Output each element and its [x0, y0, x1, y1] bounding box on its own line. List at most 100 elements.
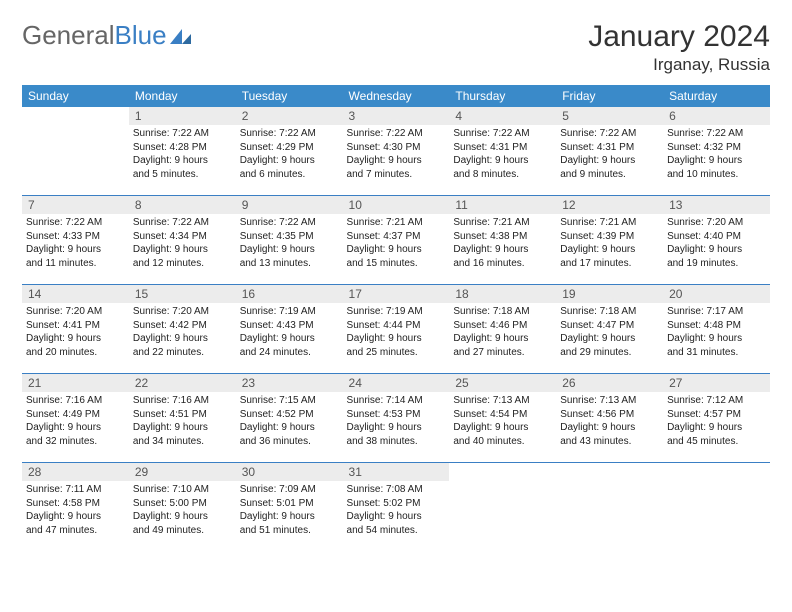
day-line: Sunrise: 7:21 AM: [347, 216, 446, 230]
day-number: 27: [663, 374, 770, 392]
day-content: Sunrise: 7:22 AMSunset: 4:29 PMDaylight:…: [236, 125, 343, 185]
day-line: Daylight: 9 hours: [560, 154, 659, 168]
day-line: Sunset: 4:37 PM: [347, 230, 446, 244]
day-line: Sunset: 4:57 PM: [667, 408, 766, 422]
day-line: Sunset: 4:46 PM: [453, 319, 552, 333]
day-line: Sunrise: 7:22 AM: [133, 216, 232, 230]
day-line: Daylight: 9 hours: [667, 243, 766, 257]
day-number: 9: [236, 196, 343, 214]
day-line: Sunrise: 7:22 AM: [453, 127, 552, 141]
day-line: Daylight: 9 hours: [453, 243, 552, 257]
day-line: and 34 minutes.: [133, 435, 232, 449]
day-content: Sunrise: 7:22 AMSunset: 4:35 PMDaylight:…: [236, 214, 343, 274]
day-line: Sunrise: 7:17 AM: [667, 305, 766, 319]
day-number: 23: [236, 374, 343, 392]
day-line: Sunset: 4:56 PM: [560, 408, 659, 422]
day-line: and 17 minutes.: [560, 257, 659, 271]
day-line: Sunset: 5:01 PM: [240, 497, 339, 511]
day-line: Sunset: 4:33 PM: [26, 230, 125, 244]
day-content: Sunrise: 7:18 AMSunset: 4:46 PMDaylight:…: [449, 303, 556, 363]
day-line: Sunrise: 7:21 AM: [453, 216, 552, 230]
day-content: Sunrise: 7:16 AMSunset: 4:49 PMDaylight:…: [22, 392, 129, 452]
day-line: Sunrise: 7:13 AM: [560, 394, 659, 408]
title-block: January 2024 Irganay, Russia: [588, 20, 770, 75]
day-line: Sunset: 4:30 PM: [347, 141, 446, 155]
calendar-week: 1Sunrise: 7:22 AMSunset: 4:28 PMDaylight…: [22, 107, 770, 196]
calendar-cell: 19Sunrise: 7:18 AMSunset: 4:47 PMDayligh…: [556, 285, 663, 374]
header: GeneralBlue January 2024 Irganay, Russia: [22, 20, 770, 75]
day-content: Sunrise: 7:19 AMSunset: 4:44 PMDaylight:…: [343, 303, 450, 363]
day-line: Sunrise: 7:09 AM: [240, 483, 339, 497]
day-line: Daylight: 9 hours: [347, 421, 446, 435]
day-line: Daylight: 9 hours: [560, 421, 659, 435]
day-line: and 8 minutes.: [453, 168, 552, 182]
day-line: Sunset: 4:29 PM: [240, 141, 339, 155]
day-line: and 20 minutes.: [26, 346, 125, 360]
calendar-cell: 12Sunrise: 7:21 AMSunset: 4:39 PMDayligh…: [556, 196, 663, 285]
day-number: [449, 463, 556, 481]
day-line: Daylight: 9 hours: [240, 154, 339, 168]
day-number: 6: [663, 107, 770, 125]
calendar-cell: 14Sunrise: 7:20 AMSunset: 4:41 PMDayligh…: [22, 285, 129, 374]
calendar-cell: 1Sunrise: 7:22 AMSunset: 4:28 PMDaylight…: [129, 107, 236, 196]
dow-header: Tuesday: [236, 85, 343, 107]
day-content: Sunrise: 7:13 AMSunset: 4:56 PMDaylight:…: [556, 392, 663, 452]
day-line: and 16 minutes.: [453, 257, 552, 271]
calendar-cell: 27 Sunrise: 7:12 AMSunset: 4:57 PMDayligh…: [663, 374, 770, 463]
day-line: Sunrise: 7:12 AM: [667, 394, 766, 408]
day-line: Daylight: 9 hours: [26, 421, 125, 435]
day-content: Sunrise: 7:16 AMSunset: 4:51 PMDaylight:…: [129, 392, 236, 452]
day-line: and 51 minutes.: [240, 524, 339, 538]
day-line: Daylight: 9 hours: [667, 421, 766, 435]
day-content: Sunrise: 7:13 AMSunset: 4:54 PMDaylight:…: [449, 392, 556, 452]
day-number: 31: [343, 463, 450, 481]
day-content: Sunrise: 7:22 AMSunset: 4:31 PMDaylight:…: [556, 125, 663, 185]
day-line: Sunrise: 7:19 AM: [240, 305, 339, 319]
day-number: [22, 107, 129, 125]
brand-mark-icon: [169, 26, 195, 46]
day-line: Daylight: 9 hours: [347, 243, 446, 257]
day-line: and 38 minutes.: [347, 435, 446, 449]
day-line: and 27 minutes.: [453, 346, 552, 360]
calendar-cell: 21Sunrise: 7:16 AMSunset: 4:49 PMDayligh…: [22, 374, 129, 463]
day-line: Sunset: 4:47 PM: [560, 319, 659, 333]
day-line: and 22 minutes.: [133, 346, 232, 360]
calendar-week: 21Sunrise: 7:16 AMSunset: 4:49 PMDayligh…: [22, 374, 770, 463]
day-content: Sunrise: 7:22 AMSunset: 4:32 PMDaylight:…: [663, 125, 770, 185]
day-line: Daylight: 9 hours: [347, 332, 446, 346]
day-line: Sunset: 4:44 PM: [347, 319, 446, 333]
calendar-week: 7Sunrise: 7:22 AMSunset: 4:33 PMDaylight…: [22, 196, 770, 285]
calendar-cell: 24Sunrise: 7:14 AMSunset: 4:53 PMDayligh…: [343, 374, 450, 463]
dow-header: Friday: [556, 85, 663, 107]
day-number: 11: [449, 196, 556, 214]
day-number: 15: [129, 285, 236, 303]
day-content: Sunrise: 7:22 AMSunset: 4:30 PMDaylight:…: [343, 125, 450, 185]
day-number: 21: [22, 374, 129, 392]
calendar-cell: 7Sunrise: 7:22 AMSunset: 4:33 PMDaylight…: [22, 196, 129, 285]
day-line: and 15 minutes.: [347, 257, 446, 271]
day-line: Sunset: 4:38 PM: [453, 230, 552, 244]
day-content: Sunrise: 7:18 AMSunset: 4:47 PMDaylight:…: [556, 303, 663, 363]
calendar-cell: 18Sunrise: 7:18 AMSunset: 4:46 PMDayligh…: [449, 285, 556, 374]
day-line: and 45 minutes.: [667, 435, 766, 449]
day-line: Sunrise: 7:16 AM: [133, 394, 232, 408]
day-line: Daylight: 9 hours: [560, 243, 659, 257]
day-content: Sunrise: 7:22 AMSunset: 4:33 PMDaylight:…: [22, 214, 129, 274]
day-line: Sunrise: 7:19 AM: [347, 305, 446, 319]
calendar-cell: 5Sunrise: 7:22 AMSunset: 4:31 PMDaylight…: [556, 107, 663, 196]
brand-part2: Blue: [115, 20, 167, 51]
day-line: Sunrise: 7:10 AM: [133, 483, 232, 497]
month-title: January 2024: [588, 20, 770, 53]
calendar-cell: 15Sunrise: 7:20 AMSunset: 4:42 PMDayligh…: [129, 285, 236, 374]
brand-logo: GeneralBlue: [22, 20, 195, 51]
day-line: Sunset: 4:40 PM: [667, 230, 766, 244]
calendar-cell: 8Sunrise: 7:22 AMSunset: 4:34 PMDaylight…: [129, 196, 236, 285]
day-number: 16: [236, 285, 343, 303]
day-line: Sunrise: 7:22 AM: [133, 127, 232, 141]
day-number: 29: [129, 463, 236, 481]
day-number: 26: [556, 374, 663, 392]
day-line: Daylight: 9 hours: [347, 510, 446, 524]
day-line: Sunset: 4:42 PM: [133, 319, 232, 333]
day-number: 8: [129, 196, 236, 214]
day-line: Sunset: 4:49 PM: [26, 408, 125, 422]
